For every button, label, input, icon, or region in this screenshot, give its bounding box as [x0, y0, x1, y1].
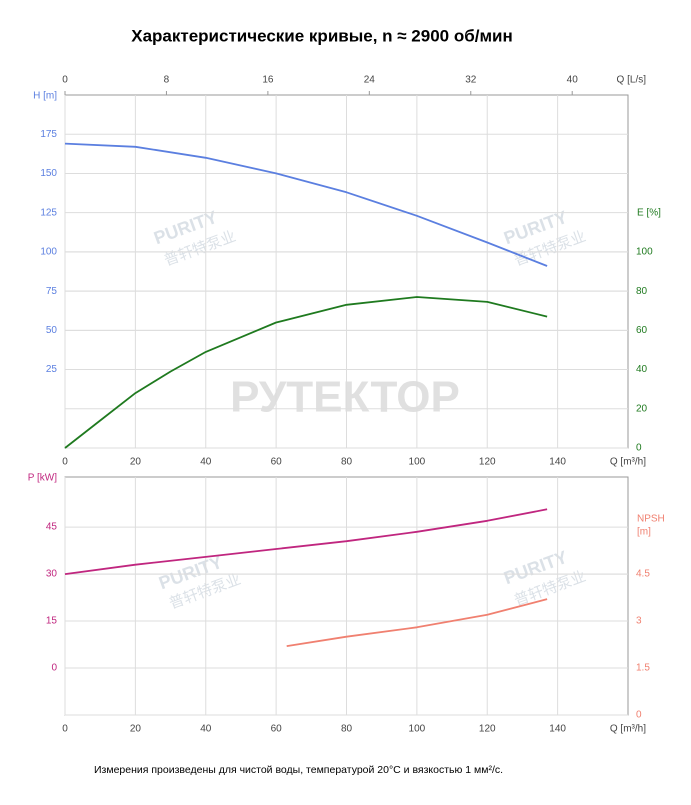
x-axis-label: Q [m³/h] — [610, 457, 646, 468]
y-tick-label: 100 — [40, 247, 57, 258]
x2-tick-label: 24 — [364, 75, 376, 86]
series-line — [64, 296, 548, 449]
y2-axis-label: [m] — [637, 527, 651, 538]
x-tick-label: 80 — [341, 457, 353, 468]
x-tick-label: 120 — [479, 457, 496, 468]
y2-tick-label: 0 — [636, 443, 642, 454]
x-tick-label: 140 — [549, 724, 566, 735]
y2-axis-label: E [%] — [637, 208, 661, 219]
x-tick-label: 80 — [341, 724, 353, 735]
y2-axis-label: NPSH — [637, 514, 665, 525]
x-tick-label: 20 — [130, 457, 142, 468]
x-tick-label: 40 — [200, 457, 212, 468]
y2-tick-label: 100 — [636, 247, 653, 258]
y-tick-label: 175 — [40, 129, 57, 140]
chart-title: Характеристические кривые, n ≈ 2900 об/м… — [131, 26, 513, 45]
x-tick-label: 20 — [130, 724, 142, 735]
y-tick-label: 15 — [46, 616, 58, 627]
x-tick-label: 140 — [549, 457, 566, 468]
y-tick-label: 125 — [40, 207, 57, 218]
series-line — [286, 598, 548, 647]
x-tick-label: 120 — [479, 724, 496, 735]
series-line — [64, 508, 548, 575]
x-tick-label: 100 — [409, 724, 426, 735]
y2-tick-label: 40 — [636, 364, 648, 375]
y-tick-label: 50 — [46, 325, 58, 336]
y2-tick-label: 0 — [636, 710, 642, 721]
y-tick-label: 0 — [51, 663, 57, 674]
x-tick-label: 100 — [409, 457, 426, 468]
y-tick-label: 75 — [46, 286, 58, 297]
x2-tick-label: 32 — [465, 75, 477, 86]
x-tick-label: 60 — [271, 724, 283, 735]
x2-tick-label: 0 — [62, 75, 68, 86]
y2-tick-label: 1.5 — [636, 663, 650, 674]
y-axis-label: H [m] — [33, 91, 57, 102]
y2-tick-label: 60 — [636, 325, 648, 336]
y2-tick-label: 4.5 — [636, 569, 650, 580]
y-tick-label: 45 — [46, 522, 58, 533]
watermark: РУТЕКТОР — [230, 373, 460, 422]
y-tick-label: 150 — [40, 168, 57, 179]
x-axis-label: Q [m³/h] — [610, 724, 646, 735]
y-tick-label: 25 — [46, 364, 58, 375]
y-axis-label: P [kW] — [28, 473, 57, 484]
y2-tick-label: 80 — [636, 286, 648, 297]
x-tick-label: 0 — [62, 457, 68, 468]
y2-tick-label: 20 — [636, 403, 648, 414]
x2-tick-label: 16 — [262, 75, 274, 86]
x2-tick-label: 8 — [164, 75, 170, 86]
x-tick-label: 60 — [271, 457, 283, 468]
y2-tick-label: 3 — [636, 616, 642, 627]
x-tick-label: 0 — [62, 724, 68, 735]
x-tick-label: 40 — [200, 724, 212, 735]
x2-axis-label: Q [L/s] — [617, 75, 647, 86]
footnote: Измерения произведены для чистой воды, т… — [94, 764, 503, 776]
x2-tick-label: 40 — [567, 75, 579, 86]
series-line — [64, 142, 548, 267]
y-tick-label: 30 — [46, 569, 58, 580]
